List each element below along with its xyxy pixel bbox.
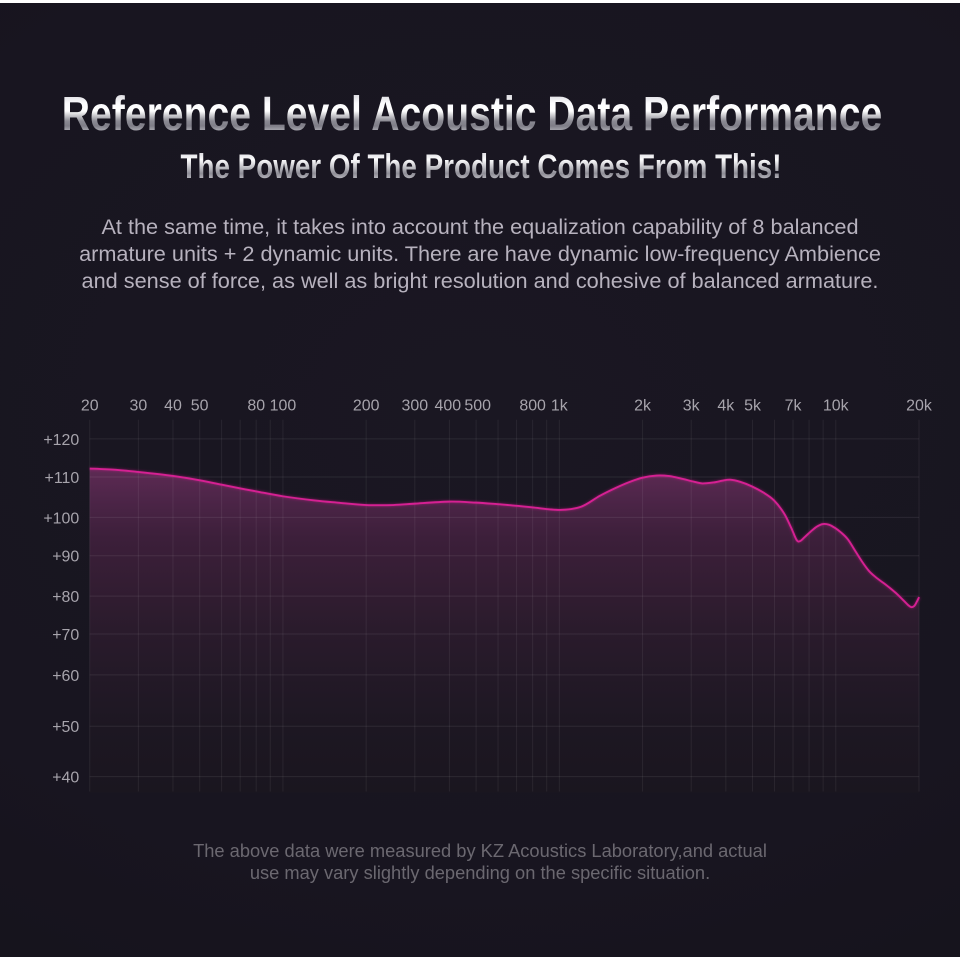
svg-text:20: 20: [81, 398, 99, 415]
svg-text:+120: +120: [43, 432, 79, 449]
svg-text:3k: 3k: [683, 398, 700, 415]
svg-text:+100: +100: [43, 510, 79, 527]
svg-text:200: 200: [353, 398, 380, 415]
svg-text:+80: +80: [52, 589, 79, 606]
svg-text:7k: 7k: [785, 398, 802, 415]
svg-text:10k: 10k: [823, 398, 849, 415]
svg-text:4k: 4k: [717, 398, 734, 415]
svg-text:20k: 20k: [906, 398, 932, 415]
svg-text:+40: +40: [52, 770, 79, 787]
svg-text:+70: +70: [52, 627, 79, 644]
svg-text:100: 100: [270, 398, 297, 415]
svg-text:80: 80: [247, 398, 265, 415]
svg-text:40: 40: [164, 398, 182, 415]
svg-text:400: 400: [435, 398, 462, 415]
svg-text:50: 50: [191, 398, 209, 415]
svg-text:800: 800: [519, 398, 546, 415]
svg-text:+90: +90: [52, 549, 79, 566]
svg-text:+110: +110: [45, 470, 80, 487]
svg-text:500: 500: [464, 398, 491, 415]
svg-text:30: 30: [130, 398, 148, 415]
svg-text:+50: +50: [52, 719, 79, 736]
svg-text:1k: 1k: [551, 398, 568, 415]
svg-text:+60: +60: [52, 668, 79, 685]
svg-text:2k: 2k: [634, 398, 651, 415]
svg-text:300: 300: [402, 398, 429, 415]
svg-text:5k: 5k: [744, 398, 761, 415]
